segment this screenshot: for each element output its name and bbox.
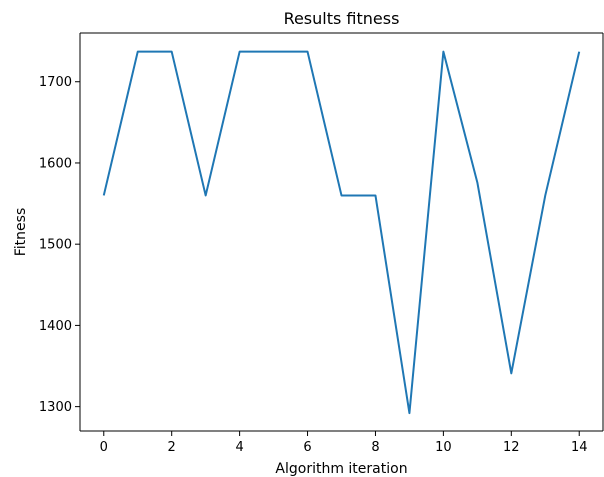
y-tick-label: 1300 — [39, 400, 72, 415]
series-line — [102, 50, 581, 415]
data-point — [273, 51, 275, 53]
x-tick-label: 0 — [100, 440, 108, 455]
x-tick-label: 10 — [435, 440, 452, 455]
x-tick-label: 14 — [571, 440, 588, 455]
data-point — [544, 194, 546, 196]
x-tick-label: 4 — [235, 440, 243, 455]
x-tick-label: 6 — [303, 440, 311, 455]
x-tick-label: 12 — [503, 440, 520, 455]
y-tick-label: 1400 — [39, 319, 72, 334]
data-point — [307, 51, 309, 53]
x-tick-label: 2 — [168, 440, 176, 455]
data-point — [408, 412, 410, 414]
chart-title: Results fitness — [284, 9, 400, 28]
data-point — [103, 194, 105, 196]
data-point — [374, 194, 376, 196]
data-point — [442, 51, 444, 53]
x-tick-label: 8 — [371, 440, 379, 455]
y-tick-label: 1700 — [39, 75, 72, 90]
y-axis-title: Fitness — [13, 208, 29, 257]
data-point — [476, 181, 478, 183]
data-point — [341, 194, 343, 196]
data-point — [239, 51, 241, 53]
data-point — [205, 194, 207, 196]
data-point — [137, 51, 139, 53]
data-point — [510, 372, 512, 374]
y-tick-label: 1600 — [39, 156, 72, 171]
y-tick-label: 1500 — [39, 238, 72, 253]
x-axis-title: Algorithm iteration — [275, 461, 407, 477]
data-point — [578, 51, 580, 53]
data-point — [171, 51, 173, 53]
